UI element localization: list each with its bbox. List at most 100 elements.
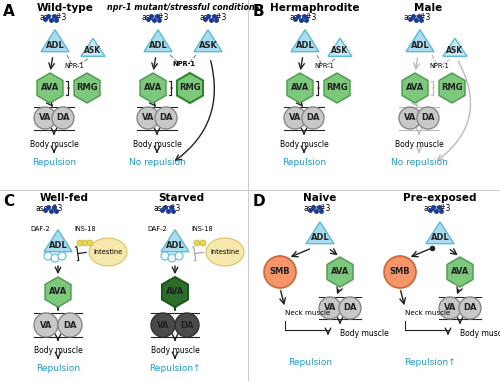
Text: VA: VA: [444, 304, 456, 312]
Circle shape: [58, 252, 66, 260]
Polygon shape: [37, 73, 63, 103]
Polygon shape: [287, 73, 313, 103]
Text: SMB: SMB: [390, 267, 410, 277]
Text: Intestine: Intestine: [210, 249, 240, 255]
Text: RMG: RMG: [76, 83, 98, 93]
Circle shape: [302, 107, 324, 129]
Text: ASK: ASK: [332, 46, 348, 55]
Circle shape: [87, 240, 93, 246]
Circle shape: [399, 107, 421, 129]
Text: Repulsion↑: Repulsion↑: [149, 364, 201, 373]
Text: ADL: ADL: [48, 240, 68, 250]
Text: DA: DA: [159, 114, 173, 123]
Text: ascr#3: ascr#3: [200, 13, 228, 22]
Circle shape: [52, 107, 74, 129]
Text: No repulsion: No repulsion: [390, 158, 448, 167]
Circle shape: [82, 240, 88, 246]
Circle shape: [34, 313, 58, 337]
Text: INS-18: INS-18: [191, 226, 212, 232]
Circle shape: [439, 297, 461, 319]
Circle shape: [77, 240, 83, 246]
Text: ADL: ADL: [166, 240, 184, 250]
Polygon shape: [177, 73, 203, 103]
Polygon shape: [140, 73, 166, 103]
Circle shape: [155, 107, 177, 129]
Text: ADL: ADL: [148, 41, 168, 50]
Text: NPR-1: NPR-1: [314, 63, 334, 69]
Text: D: D: [253, 194, 266, 209]
Text: AVA: AVA: [451, 267, 469, 277]
Text: ascr#3: ascr#3: [153, 204, 180, 213]
Text: npr-1 mutant/stressful conditions: npr-1 mutant/stressful conditions: [107, 3, 259, 12]
Text: VA: VA: [404, 114, 416, 123]
Polygon shape: [81, 38, 105, 56]
Text: Body muscle: Body muscle: [394, 140, 444, 149]
Text: Body muscle: Body muscle: [34, 346, 82, 355]
Text: VA: VA: [324, 304, 336, 312]
Text: DAF-2: DAF-2: [147, 226, 167, 232]
Text: VA: VA: [40, 320, 52, 330]
Text: Well-fed: Well-fed: [40, 193, 88, 203]
Text: DAF-2: DAF-2: [30, 226, 50, 232]
Circle shape: [175, 313, 199, 337]
Text: Repulsion: Repulsion: [282, 158, 326, 167]
Text: DA: DA: [306, 114, 320, 123]
Circle shape: [175, 252, 183, 260]
Polygon shape: [44, 230, 72, 252]
Text: DA: DA: [63, 320, 77, 330]
Polygon shape: [162, 277, 188, 307]
Text: RMG: RMG: [326, 83, 348, 93]
Text: ADL: ADL: [410, 41, 430, 50]
Text: DA: DA: [421, 114, 435, 123]
Circle shape: [151, 313, 175, 337]
Text: ascr#3: ascr#3: [36, 204, 64, 213]
Text: ascr#3: ascr#3: [142, 13, 170, 22]
Polygon shape: [161, 230, 189, 252]
Text: DA: DA: [56, 114, 70, 123]
Text: NPR-1: NPR-1: [172, 61, 196, 67]
Circle shape: [34, 107, 56, 129]
Polygon shape: [443, 38, 467, 56]
Text: AVA: AVA: [406, 83, 424, 93]
Text: RMG: RMG: [179, 83, 201, 93]
Polygon shape: [327, 257, 353, 287]
Text: Pre-exposed: Pre-exposed: [403, 193, 477, 203]
Text: Hermaphrodite: Hermaphrodite: [270, 3, 360, 13]
Text: ASK: ASK: [198, 41, 218, 50]
Circle shape: [384, 256, 416, 288]
Text: ASK: ASK: [84, 46, 102, 55]
Polygon shape: [439, 73, 465, 103]
Circle shape: [264, 256, 296, 288]
Text: AVA: AVA: [166, 288, 184, 296]
Polygon shape: [324, 73, 350, 103]
Text: Repulsion: Repulsion: [288, 358, 332, 367]
Text: AVA: AVA: [41, 83, 59, 93]
Text: RMG: RMG: [441, 83, 463, 93]
Text: Starved: Starved: [158, 193, 204, 203]
Text: Repulsion↑: Repulsion↑: [404, 358, 456, 367]
Polygon shape: [291, 30, 319, 52]
Circle shape: [194, 240, 200, 246]
Text: AVA: AVA: [49, 288, 67, 296]
Polygon shape: [306, 222, 334, 244]
Text: VA: VA: [157, 320, 169, 330]
Text: Neck muscle: Neck muscle: [285, 310, 331, 316]
Text: ascr#3: ascr#3: [404, 13, 431, 22]
Circle shape: [58, 313, 82, 337]
Text: NPR-1: NPR-1: [429, 63, 449, 69]
Circle shape: [417, 107, 439, 129]
Text: B: B: [253, 4, 264, 19]
Text: NPR-1: NPR-1: [64, 63, 84, 69]
Text: DA: DA: [343, 304, 357, 312]
Text: DA: DA: [180, 320, 194, 330]
Text: ADL: ADL: [430, 232, 450, 242]
Polygon shape: [74, 73, 100, 103]
Polygon shape: [194, 30, 222, 52]
Polygon shape: [328, 38, 352, 56]
Text: AVA: AVA: [144, 83, 162, 93]
Text: ascr#3: ascr#3: [289, 13, 316, 22]
Text: ADL: ADL: [310, 232, 330, 242]
Text: ASK: ASK: [446, 46, 464, 55]
Polygon shape: [447, 257, 473, 287]
Polygon shape: [41, 30, 69, 52]
